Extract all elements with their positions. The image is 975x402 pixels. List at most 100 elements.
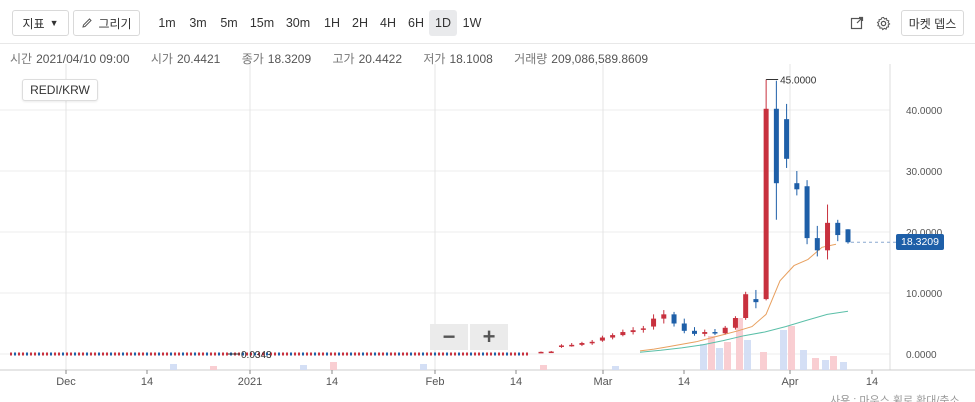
interval-3m[interactable]: 3m xyxy=(189,16,207,30)
baseline-candle xyxy=(358,352,360,356)
baseline-candle xyxy=(166,352,168,356)
interval-6h[interactable]: 6H xyxy=(408,16,424,30)
y-tick-label: 0.0000 xyxy=(906,350,937,361)
baseline-candle xyxy=(278,352,280,356)
baseline-candle xyxy=(106,352,108,356)
gear-icon[interactable] xyxy=(874,14,892,32)
candle-body xyxy=(538,351,544,354)
baseline-candle xyxy=(466,352,468,356)
candle-body xyxy=(620,332,626,336)
baseline-candle xyxy=(134,352,136,356)
moving-averages xyxy=(639,243,849,353)
volume-bar xyxy=(708,336,715,370)
zoom-out-button[interactable]: − xyxy=(430,324,468,350)
baseline-candle xyxy=(282,352,284,356)
baseline-candle xyxy=(406,352,408,356)
interval-1w[interactable]: 1W xyxy=(462,16,482,30)
volume-value: 209,086,589.8609 xyxy=(551,52,649,66)
x-tick-label: 14 xyxy=(866,376,878,388)
baseline-candle xyxy=(54,352,56,356)
baseline-candle xyxy=(194,352,196,356)
interval-15m[interactable]: 15m xyxy=(249,16,275,30)
baseline-candle xyxy=(138,352,140,356)
baseline-candle xyxy=(78,352,80,356)
interval-1h[interactable]: 1H xyxy=(324,16,340,30)
baseline-candle xyxy=(102,352,104,356)
baseline-candle xyxy=(474,352,476,356)
baseline-candle xyxy=(294,352,296,356)
baseline-candle xyxy=(354,352,356,356)
baseline-candle xyxy=(70,352,72,356)
indicator-button[interactable]: 지표 ▼ xyxy=(12,10,69,36)
baseline-candle xyxy=(350,352,352,356)
baseline-candle xyxy=(62,352,64,356)
interval-5m[interactable]: 5m xyxy=(220,16,238,30)
candle-body xyxy=(569,344,575,347)
candle-body xyxy=(661,314,667,319)
baseline-candle xyxy=(454,352,456,356)
baseline-candle xyxy=(522,352,524,356)
candle-body xyxy=(794,183,800,190)
interval-4h[interactable]: 4H xyxy=(380,16,396,30)
interval-30m[interactable]: 30m xyxy=(285,16,311,30)
candle-body xyxy=(722,327,728,334)
baseline-candle xyxy=(182,352,184,356)
baseline-candle xyxy=(374,352,376,356)
x-tick-label: 14 xyxy=(678,376,690,388)
zoom-in-button[interactable]: + xyxy=(470,324,508,350)
baseline-candle xyxy=(262,352,264,356)
baseline-candle xyxy=(90,352,92,356)
close-label: 종가 xyxy=(241,52,264,66)
price-chart[interactable]: 45.0000 0.0343 0.0000 10.0000 20.0000 30.000… xyxy=(0,44,975,402)
pencil-icon xyxy=(82,18,93,28)
volume-bar xyxy=(840,362,847,370)
baseline-candle xyxy=(470,352,472,356)
draw-button[interactable]: 그리기 xyxy=(73,10,140,36)
interval-1m[interactable]: 1m xyxy=(158,16,176,30)
y-tick-label: 40.0000 xyxy=(906,106,943,117)
baseline-candle xyxy=(286,352,288,356)
interval-1d[interactable]: 1D xyxy=(429,10,457,36)
baseline-candle xyxy=(86,352,88,356)
baseline-candle xyxy=(442,352,444,356)
baseline-candle xyxy=(82,352,84,356)
market-depth-label: 마켓 뎁스 xyxy=(908,16,957,31)
volume-bars xyxy=(170,318,847,370)
x-tick-label: Mar xyxy=(594,376,613,388)
baseline-candle xyxy=(330,352,332,356)
baseline-candle xyxy=(458,352,460,356)
candle-body xyxy=(763,108,769,300)
market-depth-button[interactable]: 마켓 뎁스 xyxy=(901,10,964,36)
interval-2h[interactable]: 2H xyxy=(352,16,368,30)
popout-icon[interactable] xyxy=(848,14,866,32)
candle-body xyxy=(630,330,636,333)
chart-toolbar: 지표 ▼ 그리기 1m 3m 5m 15m 30m 1H 2H 4H 6H 1D… xyxy=(0,0,975,44)
baseline-candle xyxy=(202,352,204,356)
baseline-candle xyxy=(274,352,276,356)
baseline-candle xyxy=(382,352,384,356)
volume-bar xyxy=(744,340,751,370)
candle-body xyxy=(814,238,820,251)
baseline-candle xyxy=(378,352,380,356)
baseline-candle xyxy=(394,352,396,356)
baseline-candle xyxy=(446,352,448,356)
baseline-candle xyxy=(266,352,268,356)
open-label: 시가 xyxy=(150,52,173,66)
baseline-candle xyxy=(74,352,76,356)
baseline-candle xyxy=(306,352,308,356)
high-value: 20.4422 xyxy=(358,52,402,66)
candle-body xyxy=(692,330,697,334)
baseline-candle xyxy=(226,352,228,356)
baseline-candle xyxy=(206,352,208,356)
baseline-candle xyxy=(94,352,96,356)
candles xyxy=(538,79,851,354)
baseline-candle xyxy=(426,352,428,356)
close-value: 18.3209 xyxy=(267,52,312,66)
baseline-candle xyxy=(346,352,348,356)
baseline-candle xyxy=(502,352,504,356)
baseline-candle xyxy=(130,352,132,356)
candle-body xyxy=(681,323,687,331)
baseline-candle xyxy=(342,352,344,356)
candle-body xyxy=(835,222,841,236)
baseline-candle xyxy=(186,352,188,356)
